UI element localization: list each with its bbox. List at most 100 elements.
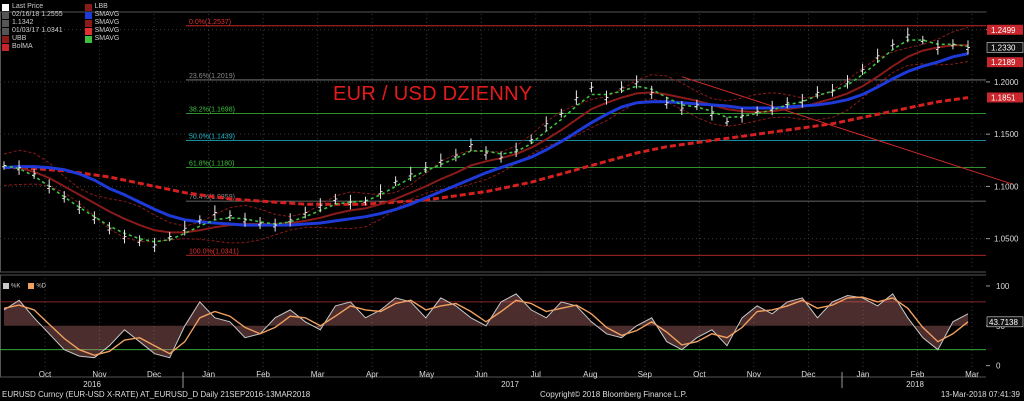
upper-bollinger-band — [3, 26, 969, 227]
legend-swatch — [84, 3, 92, 11]
legend-entry: 02/16/18 1.2555 — [2, 11, 63, 19]
month-label: Jan — [856, 370, 869, 379]
month-label: Apr — [366, 370, 379, 379]
oscillator-value-tag — [986, 316, 1024, 328]
fib-level-label: 61.8%(1.1180) — [189, 161, 234, 168]
legend-label: Last Price — [12, 3, 44, 10]
legend-swatch — [84, 27, 92, 35]
year-label: 2016 — [83, 380, 101, 389]
legend-label: BolMA — [12, 43, 33, 50]
year-label: 2017 — [501, 380, 519, 389]
legend-swatch — [28, 283, 35, 289]
legend-label: SMAVG — [94, 11, 120, 18]
price-tag-text: 1.2330 — [991, 43, 1016, 52]
month-label: Aug — [583, 370, 597, 379]
footer: EURUSD Curncy (EUR-USD X-RATE) AT_EURUSD… — [0, 388, 1024, 401]
month-label: Jul — [531, 370, 541, 379]
legend-column-2: LBB SMAVG SMAVG SMAVG SMAVG — [84, 3, 120, 51]
price-series — [3, 26, 969, 244]
legend-entry: SMAVG — [84, 11, 120, 19]
month-label: Sep — [638, 370, 653, 379]
sma-mid-line — [3, 44, 968, 234]
resistance-trendline — [681, 76, 1014, 185]
price-tick-label: 1.1500 — [994, 130, 1019, 139]
trendline — [681, 76, 1014, 185]
legend-entry: LBB — [84, 3, 120, 11]
legend-swatch — [2, 11, 9, 19]
month-label: Dec — [801, 370, 815, 379]
legend: Last Price 02/16/18 1.2555 1.1342 01/03/17 … — [2, 3, 119, 51]
sma-slow-line — [4, 96, 969, 206]
legend-swatch — [2, 3, 9, 11]
fib-level-label: 50.0%(1.1439) — [189, 134, 235, 141]
price-tag-box — [987, 57, 1023, 68]
oscillator-k-line — [3, 293, 969, 359]
sma-blue-line — [3, 52, 969, 227]
month-label: Oct — [39, 370, 52, 379]
legend-swatch — [2, 35, 9, 43]
price-tag-box — [987, 92, 1023, 103]
oscillator-legend-entry: %K — [3, 283, 20, 290]
oscillator-tick-label: 0 — [996, 362, 1001, 371]
legend-column-1: Last Price 02/16/18 1.2555 1.1342 01/03/17 … — [2, 3, 63, 51]
legend-label: 01/03/17 1.0341 — [12, 27, 63, 34]
fib-level-label: 38.2%(1.1698) — [189, 106, 235, 113]
month-label: Jan — [202, 370, 215, 379]
legend-entry: 01/03/17 1.0341 — [2, 27, 63, 35]
legend-label: SMAVG — [94, 27, 120, 34]
month-label: Mar — [965, 370, 979, 379]
oscillator-panel: 05010043.7138 — [0, 282, 1024, 371]
month-label: Nov — [92, 370, 106, 379]
price-tick-label: 1.1000 — [994, 182, 1019, 191]
price-tag-box — [987, 24, 1023, 35]
legend-label: 1.1342 — [12, 19, 34, 26]
footer-copyright: Copyright© 2018 Bloomberg Finance L.P. — [540, 390, 688, 399]
time-axis: Oct Nov Dec Jan Feb Mar Apr May Jun Jul Aug Sep Oct N… — [39, 370, 979, 389]
fib-level-label: 23.6%(1.2019) — [189, 73, 235, 80]
legend-swatch — [3, 283, 9, 289]
price-tag-text: 1.1851 — [991, 93, 1016, 102]
price-tag-text: 1.2499 — [991, 26, 1016, 35]
month-label: Nov — [747, 370, 761, 379]
legend-swatch — [2, 19, 9, 27]
legend-swatch — [84, 19, 92, 27]
price-tags: 1.2499 1.2330 1.2189 1.1851 — [986, 24, 1024, 103]
price-tag-box — [986, 42, 1024, 53]
month-label: Jun — [475, 370, 488, 379]
price-bars — [2, 27, 970, 253]
footer-security: EURUSD Curncy (EUR-USD X-RATE) AT_EURUSD… — [2, 390, 311, 399]
legend-entry: BolMA — [2, 43, 63, 51]
oscillator-value-text: 43.7138 — [989, 318, 1018, 327]
year-label: 2018 — [906, 380, 924, 389]
price-tag-text: 1.2189 — [991, 58, 1016, 67]
legend-entry: SMAVG — [84, 27, 120, 35]
footer-timestamp: 13-Mar-2018 07:41:39 — [940, 390, 1020, 399]
legend-swatch — [2, 43, 9, 51]
oscillator-tick-label: 100 — [996, 282, 1010, 291]
legend-label: LBB — [94, 3, 108, 10]
month-label: Feb — [911, 370, 925, 379]
legend-label: SMAVG — [94, 19, 120, 26]
legend-label: UBB — [12, 35, 27, 42]
oscillator-legend-entry: %D — [28, 283, 46, 290]
price-panel-border — [0, 11, 987, 273]
legend-entry: UBB — [2, 35, 63, 43]
legend-label: %K — [11, 283, 21, 290]
oscillator-d-line — [3, 296, 969, 357]
fib-level-label: 100.0%(1.0341) — [189, 248, 239, 255]
price-tick-label: 1.2000 — [994, 78, 1019, 87]
legend-entry: SMAVG — [84, 35, 120, 43]
legend-swatch — [84, 11, 92, 19]
legend-label: SMAVG — [94, 35, 120, 42]
chart-title: EUR / USD DZIENNY — [333, 83, 533, 105]
legend-entry: SMAVG — [84, 19, 120, 27]
legend-entry: 1.1342 — [2, 19, 63, 27]
month-label: Mar — [311, 370, 325, 379]
month-label: Oct — [693, 370, 706, 379]
fib-level-label: 0.0%(1.2537) — [189, 19, 231, 26]
legend-entry: Last Price — [2, 3, 63, 11]
month-label: Feb — [256, 370, 270, 379]
legend-swatch — [84, 35, 92, 43]
price-tick-label: 1.0500 — [994, 235, 1019, 244]
